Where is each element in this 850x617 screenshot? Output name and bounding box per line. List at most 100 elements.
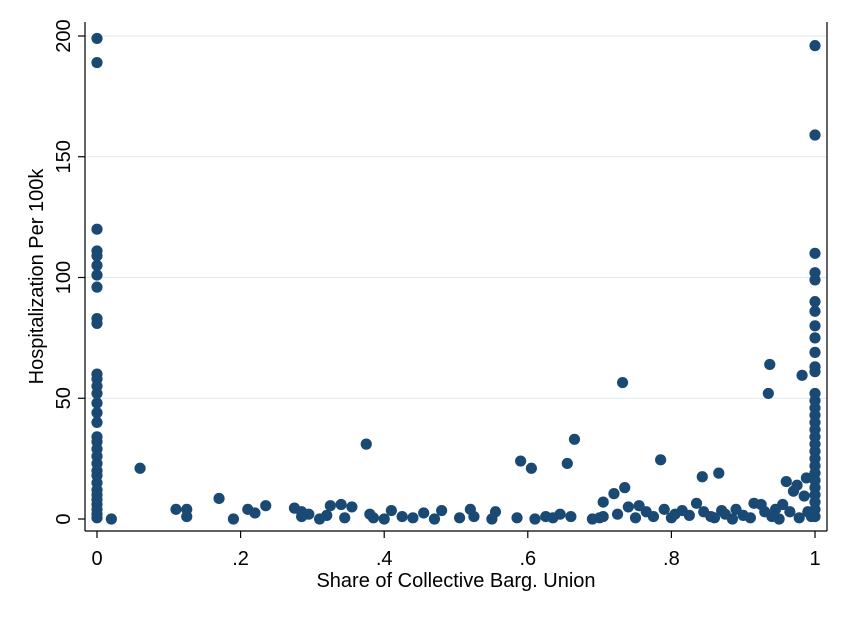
scatter-point <box>227 513 240 525</box>
scatter-point <box>181 510 193 523</box>
scatter-point <box>809 305 821 317</box>
scatter-point <box>793 512 805 524</box>
y-tick-label: 100 <box>53 261 75 294</box>
scatter-point <box>91 281 103 293</box>
y-axis-title: Hospitalization Per 100k <box>26 168 48 385</box>
tick-labels: 0 50 100 150 200 0 .2 .4 .6 .8 1 <box>53 19 821 570</box>
scatter-point <box>608 488 620 500</box>
scatter-point <box>777 498 789 511</box>
scatter-point <box>683 509 695 521</box>
scatter-point <box>468 510 480 523</box>
scatter-point <box>809 346 821 358</box>
scatter-point <box>568 433 581 445</box>
scatter-point <box>809 296 821 308</box>
scatter-point <box>385 504 397 517</box>
scatter-point <box>407 512 419 524</box>
x-axis-title: Share of Collective Barg. Union <box>316 570 595 592</box>
scatter-point <box>489 506 502 518</box>
data-points <box>91 32 821 525</box>
x-tick-label: 0 <box>91 548 102 570</box>
scatter-point <box>91 416 103 428</box>
scatter-point <box>611 508 624 520</box>
scatter-point <box>91 32 103 45</box>
y-tick-label: 0 <box>53 513 75 524</box>
scatter-point <box>105 513 117 525</box>
scatter-point <box>597 496 609 508</box>
scatter-point <box>91 407 103 419</box>
scatter-point <box>91 387 103 400</box>
scatter-point <box>597 510 609 523</box>
scatter-point <box>346 501 358 513</box>
scatter-point <box>91 56 103 69</box>
scatter-point <box>784 506 796 518</box>
scatter-point <box>91 259 103 272</box>
x-tick-label: .2 <box>232 548 249 570</box>
scatter-point <box>396 510 408 523</box>
scatter-point <box>809 332 821 344</box>
scatter-point <box>335 498 347 511</box>
gridlines <box>85 35 827 399</box>
scatter-point <box>339 512 351 524</box>
scatter-point <box>616 376 629 389</box>
x-tick-label: .6 <box>519 548 536 570</box>
scatter-point <box>798 490 810 502</box>
scatter-point <box>780 475 792 488</box>
scatter-point <box>696 471 708 483</box>
scatter-point <box>565 510 577 523</box>
scatter-point <box>91 397 103 409</box>
scatter-point <box>809 274 821 286</box>
scatter-point <box>91 317 103 329</box>
scatter-point <box>134 462 146 474</box>
scatter-point <box>655 454 667 466</box>
scatter-point <box>809 40 821 52</box>
x-tick-label: .4 <box>376 548 393 570</box>
scatter-point <box>800 472 812 484</box>
scatter-point <box>809 129 821 141</box>
scatter-point <box>744 512 756 524</box>
scatter-point <box>809 320 821 332</box>
scatter-point <box>418 507 430 519</box>
scatter-point <box>647 510 660 523</box>
x-tick-label: .8 <box>663 548 680 570</box>
scatter-point <box>529 513 541 525</box>
scatter-point <box>170 503 182 515</box>
scatter-point <box>809 510 821 523</box>
y-tick-label: 150 <box>53 140 75 173</box>
scatter-point <box>260 500 272 512</box>
scatter-point <box>91 512 103 524</box>
scatter-point <box>213 492 225 505</box>
scatter-point <box>809 366 821 378</box>
scatter-point <box>511 512 523 524</box>
scatter-point <box>360 438 372 450</box>
scatter-point <box>796 369 808 381</box>
scatter-point <box>791 479 803 491</box>
scatter-point <box>764 358 776 371</box>
scatter-point <box>378 513 390 525</box>
y-tick-label: 200 <box>53 19 75 52</box>
scatter-point <box>690 497 703 509</box>
scatter-point <box>619 482 631 494</box>
scatter-point <box>91 250 103 262</box>
scatter-point <box>629 512 642 524</box>
scatter-point <box>658 503 670 515</box>
scatter-point <box>525 462 537 474</box>
scatter-point <box>773 513 785 525</box>
scatter-point <box>726 513 739 525</box>
scatter-point <box>91 223 103 235</box>
scatter-point <box>809 247 821 259</box>
scatter-point <box>367 512 380 524</box>
scatter-point <box>324 500 336 512</box>
scatter-point <box>554 508 566 520</box>
scatter-point <box>303 508 315 520</box>
scatter-point <box>622 501 634 513</box>
y-tick-label: 50 <box>53 387 75 409</box>
scatter-point <box>762 387 774 400</box>
scatter-point <box>708 512 721 524</box>
axes <box>78 22 828 538</box>
scatter-point <box>249 507 261 519</box>
scatter-point <box>428 513 441 525</box>
x-tick-label: 1 <box>809 548 820 570</box>
scatter-point <box>713 467 725 479</box>
scatter-point <box>436 504 448 517</box>
